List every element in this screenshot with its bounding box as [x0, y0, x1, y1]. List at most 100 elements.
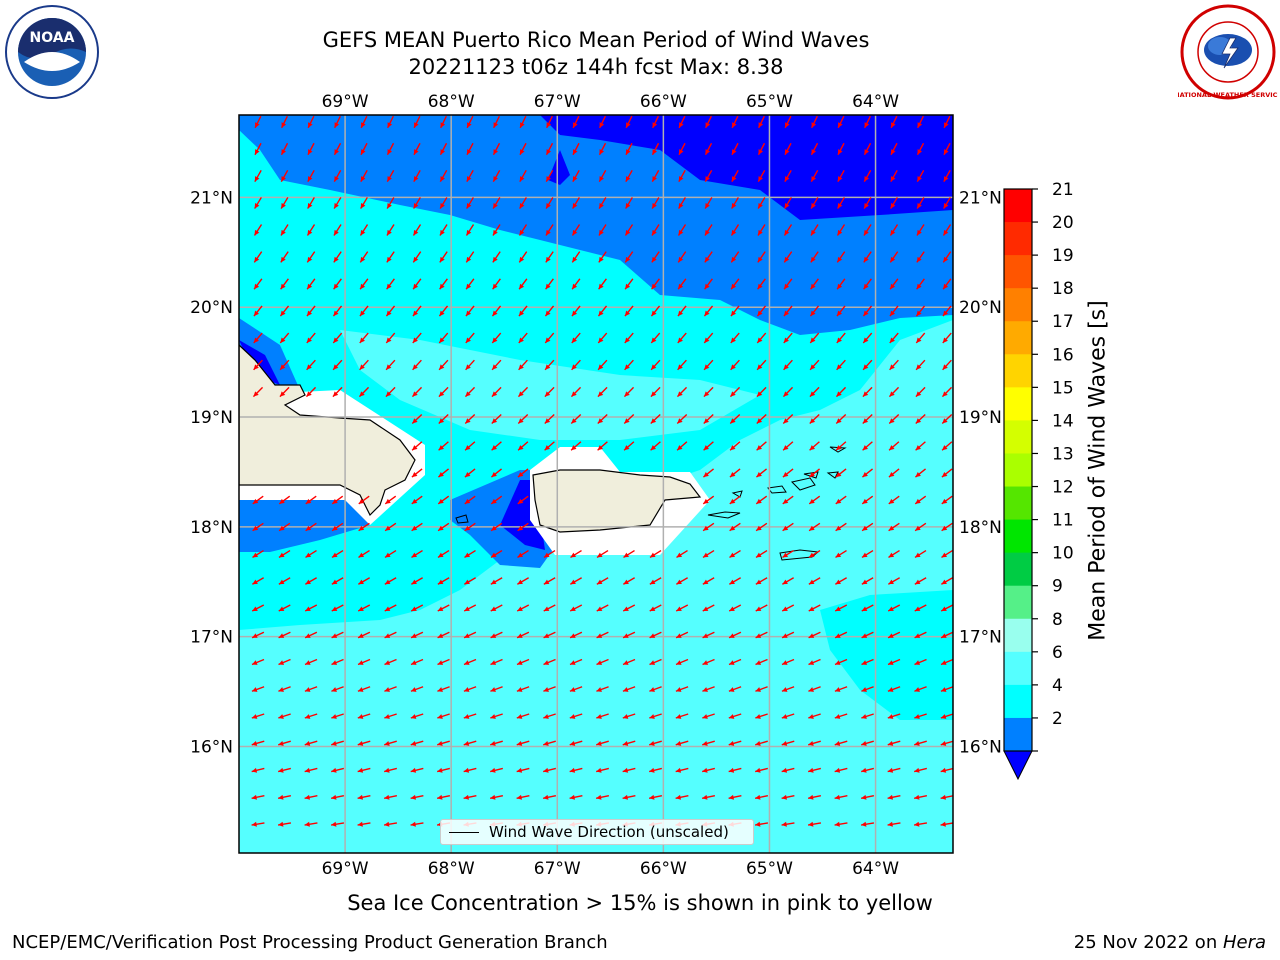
- wind-wave-arrow: [701, 794, 716, 800]
- wind-wave-arrow: [915, 414, 926, 424]
- wind-wave-arrow: [331, 577, 344, 585]
- wind-wave-arrow: [623, 386, 635, 398]
- colorbar-segment-9: [1004, 486, 1032, 521]
- wind-wave-arrow: [756, 386, 767, 398]
- wind-wave-arrow: [543, 740, 556, 746]
- colorbar-segment-4: [1004, 321, 1032, 355]
- colorbar-tick-label-7: 14: [1052, 411, 1074, 431]
- wind-wave-arrow: [649, 767, 662, 773]
- wind-wave-arrow: [861, 522, 874, 532]
- wind-wave-arrow: [280, 169, 289, 183]
- wind-wave-arrow: [304, 686, 318, 692]
- wind-wave-arrow: [305, 577, 317, 585]
- wind-wave-arrow: [755, 686, 768, 692]
- wind-wave-arrow: [942, 278, 952, 290]
- wind-wave-arrow: [676, 441, 688, 451]
- wind-wave-arrow: [437, 713, 450, 719]
- wind-wave-arrow: [437, 631, 450, 639]
- wind-wave-arrow: [836, 359, 846, 371]
- wind-wave-arrow: [463, 604, 477, 612]
- wind-wave-arrow: [888, 414, 900, 424]
- wind-wave-arrow: [570, 386, 582, 398]
- wind-wave-arrow: [357, 658, 371, 666]
- wind-wave-arrow: [491, 359, 502, 371]
- wind-wave-arrow: [518, 278, 528, 290]
- wind-wave-arrow: [492, 142, 501, 156]
- contour-4-6-east: [820, 590, 953, 720]
- wind-wave-arrow: [942, 332, 952, 344]
- wind-wave-arrow: [702, 522, 715, 532]
- lat-label-right-5: 16°N: [959, 737, 1002, 757]
- wind-wave-arrow: [834, 658, 848, 666]
- colorbar: 21 20 19 18 17 16 15 14 13 12 11 10 9 8 6 4 2: [1003, 180, 1074, 781]
- wind-wave-arrow: [888, 577, 900, 585]
- wind-wave-arrow: [358, 495, 370, 505]
- wind-wave-arrow: [863, 142, 872, 156]
- wind-wave-arrow: [729, 414, 741, 424]
- wind-wave-arrow: [597, 332, 608, 344]
- wind-wave-arrow: [622, 658, 636, 666]
- wind-wave-arrow: [807, 794, 822, 800]
- wind-wave-arrow: [651, 224, 660, 236]
- wind-wave-arrow: [411, 468, 423, 478]
- wind-wave-arrow: [781, 604, 795, 612]
- wind-wave-arrow: [677, 278, 687, 290]
- wind-wave-arrow: [834, 713, 848, 719]
- wind-wave-arrow: [810, 142, 819, 156]
- wind-wave-arrow: [357, 767, 371, 773]
- wind-wave-arrow: [463, 713, 477, 719]
- colorbar-segment-14: [1004, 651, 1032, 686]
- wind-wave-arrow: [729, 522, 741, 532]
- wind-wave-arrow: [543, 658, 556, 666]
- colorbar-segment-3: [1004, 288, 1032, 322]
- map-title: GEFS MEAN Puerto Rico Mean Period of Win…: [322, 28, 870, 52]
- colorbar-segment-8: [1004, 453, 1032, 488]
- wind-wave-arrow: [755, 604, 768, 612]
- wind-wave-arrow: [546, 115, 553, 129]
- wind-wave-arrow: [278, 604, 291, 612]
- wind-wave-arrow: [784, 197, 792, 209]
- wind-wave-arrow: [358, 386, 370, 398]
- wind-wave-arrow: [887, 767, 901, 773]
- lon-label-top-3: 66°W: [640, 92, 687, 112]
- st-thomas-island: [767, 485, 787, 494]
- wind-wave-arrow: [571, 359, 581, 371]
- wind-wave-arrow: [491, 305, 502, 317]
- wind-wave-arrow: [678, 169, 686, 183]
- wind-wave-arrow: [889, 278, 899, 290]
- wind-wave-arrow: [358, 522, 370, 532]
- wind-wave-arrow: [757, 251, 766, 263]
- wind-wave-arrow: [834, 686, 848, 692]
- wind-wave-arrow: [728, 794, 742, 800]
- wind-wave-arrow: [493, 115, 500, 129]
- wind-wave-arrow: [597, 359, 608, 371]
- wind-wave-arrow: [887, 658, 901, 666]
- wind-wave-arrow: [278, 658, 291, 666]
- wind-wave-arrow: [251, 686, 265, 692]
- wind-wave-arrow: [357, 631, 371, 639]
- lat-label-left-2: 19°N: [190, 408, 233, 428]
- wind-wave-arrow: [940, 713, 953, 719]
- wind-wave-arrow: [704, 278, 713, 290]
- wind-wave-arrow: [307, 142, 315, 156]
- colorbar-tick-label-13: 8: [1052, 610, 1063, 630]
- wind-wave-arrow: [439, 278, 448, 290]
- lat-label-right-2: 19°N: [959, 408, 1002, 428]
- wind-wave-arrow: [278, 631, 291, 639]
- lat-label-left-4: 17°N: [190, 628, 233, 648]
- wind-wave-arrow: [890, 142, 898, 156]
- wind-wave-arrow: [834, 604, 848, 612]
- wind-wave-arrow: [623, 549, 635, 559]
- wind-wave-arrow: [861, 658, 874, 666]
- wind-wave-arrow: [755, 631, 768, 639]
- wind-wave-arrow: [808, 577, 821, 585]
- wind-wave-arrow: [330, 821, 345, 827]
- wind-wave-arrow: [412, 305, 422, 317]
- wind-wave-arrow: [490, 522, 503, 532]
- footer-credit: NCEP/EMC/Verification Post Processing Pr…: [12, 932, 608, 953]
- wind-wave-arrow: [357, 604, 371, 612]
- wind-wave-arrow: [730, 332, 740, 344]
- wind-wave-arrow: [572, 115, 580, 129]
- colorbar-frame: [1003, 188, 1033, 752]
- wind-wave-arrow: [465, 305, 475, 317]
